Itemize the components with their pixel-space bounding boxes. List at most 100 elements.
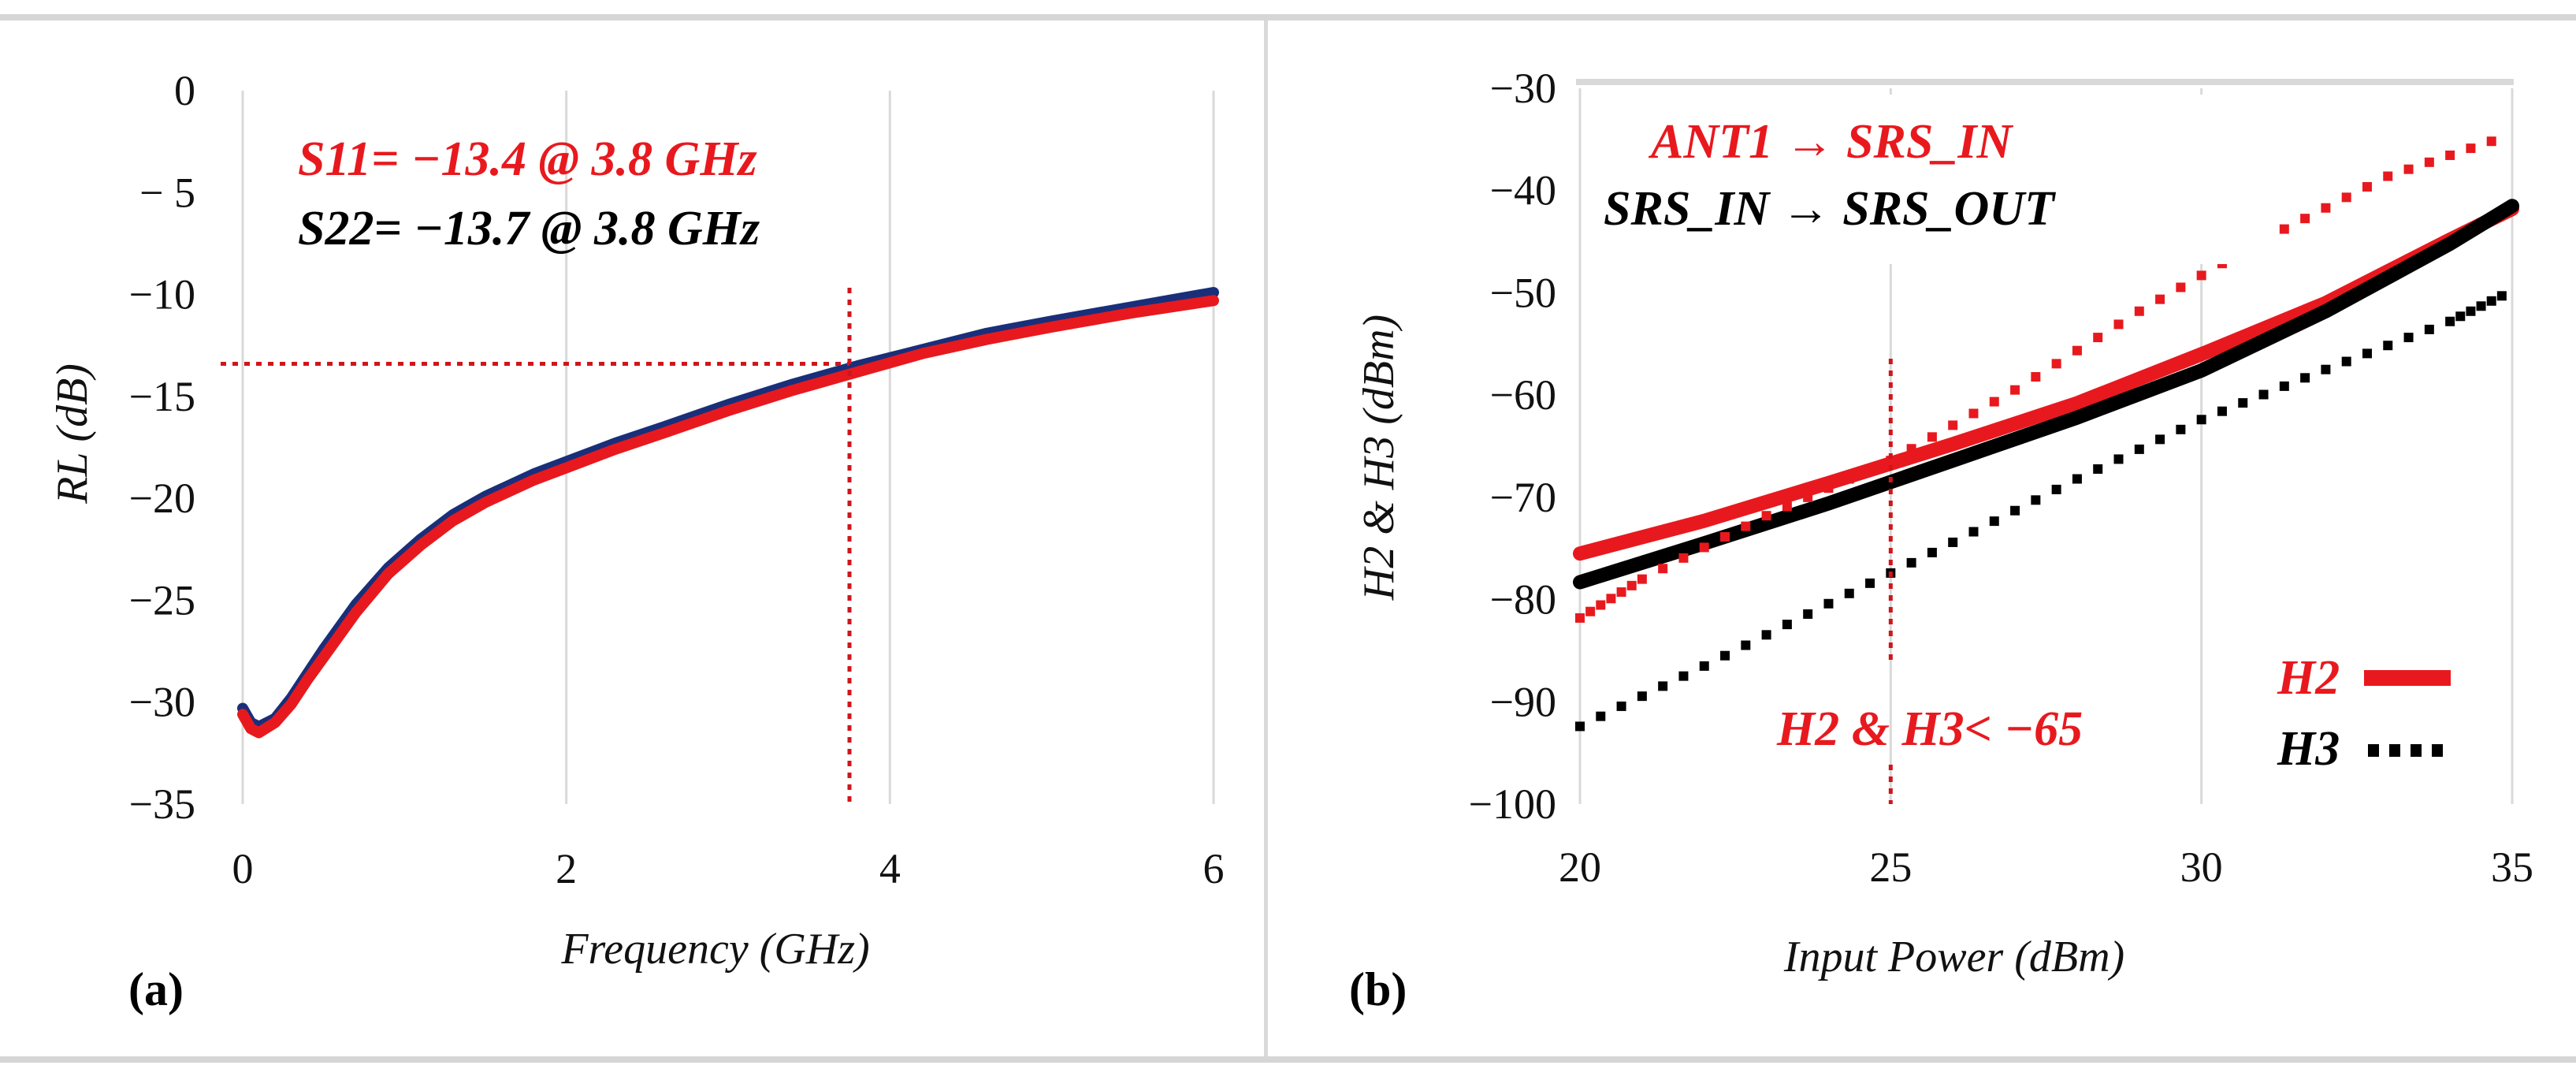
b-series-3-point	[2496, 291, 2507, 301]
a-series-0-line	[237, 287, 1219, 732]
b-series-3-point	[1782, 620, 1792, 630]
a-y-tick-label: − 5	[139, 169, 195, 216]
b-series-2-point	[1606, 594, 1616, 604]
b-series-3-point	[2155, 434, 2165, 445]
b-series-3-point	[2466, 306, 2476, 316]
a-y-tick-label: −35	[129, 780, 195, 828]
b-series-2-point	[2321, 203, 2331, 213]
b-series-2-point	[1844, 474, 1854, 484]
panel-a-ticks: 0 2 4 6 0 − 5 −10 −15 −20 −25 −30 −35	[129, 67, 1225, 892]
b-y-tick-label: −90	[1490, 678, 1556, 725]
b-series-3-point	[1741, 640, 1751, 650]
b-series-3-point	[2134, 444, 2144, 454]
b-series-2-point	[2196, 270, 2206, 281]
b-series-2-point	[2445, 150, 2455, 160]
b-series-3-point	[2217, 406, 2227, 416]
legend: H2 H3	[2277, 651, 2451, 776]
b-series-3-point	[1803, 609, 1813, 619]
b-series-3-point	[2051, 484, 2061, 494]
b-series-2-point	[2010, 385, 2020, 395]
b-series-3-point	[1575, 721, 1585, 732]
b-series-2-point	[2176, 282, 2186, 292]
panel-label-a: (a)	[128, 963, 184, 1015]
b-series-3-point	[2445, 316, 2455, 326]
b-x-tick-label: 20	[1559, 844, 1601, 891]
b-series-3-point	[1637, 691, 1647, 702]
b-series-3-point	[2424, 324, 2434, 334]
annotation-box	[1584, 95, 2269, 264]
b-series-2-point	[1585, 606, 1596, 616]
b-series-2-point	[1626, 580, 1637, 590]
b-series-3-point	[1658, 681, 1668, 691]
a-y-tick-label: −15	[129, 373, 195, 420]
panel-b-ticks: 20 25 30 35 −30 −40 −50 −60 −70 −80 −90 −100	[1469, 65, 2533, 891]
b-y-tick-label: −100	[1469, 780, 1556, 828]
b-series-2-point	[1720, 532, 1730, 542]
y-axis-title-b: H2 & H3 (dBm)	[1355, 315, 1403, 601]
b-series-3-point	[2279, 381, 2289, 391]
b-series-2-point	[2279, 224, 2289, 234]
b-series-3-point	[1927, 547, 1937, 557]
b-series-2-point	[1927, 432, 1937, 442]
b-series-2-point	[2155, 294, 2165, 304]
b-series-3-point	[1948, 537, 1958, 547]
panel-b-series	[1573, 136, 2519, 732]
b-series-2-point	[2383, 171, 2393, 181]
annotation-threshold: H2 & H3< −65	[1776, 702, 2083, 756]
b-series-3-point	[2486, 296, 2496, 306]
panel-a-series	[237, 287, 1219, 739]
panel-a-grid	[241, 91, 1215, 804]
b-series-3-point	[2238, 398, 2248, 408]
b-series-2-point	[2072, 345, 2082, 356]
b-series-2-point	[1637, 574, 1647, 584]
b-series-3-point	[1989, 516, 1999, 527]
b-series-2-point	[1678, 553, 1689, 563]
a-y-tick-label: −30	[129, 679, 195, 726]
b-series-2-point	[1616, 587, 1626, 598]
annotation-ant1: ANT1 → SRS_IN	[1648, 115, 2013, 169]
b-y-tick-label: −70	[1490, 474, 1556, 521]
b-series-2-point	[1658, 564, 1668, 574]
b-series-3-point	[1761, 630, 1771, 640]
b-series-3-point	[1865, 578, 1875, 588]
x-axis-title-a: Frequency (GHz)	[560, 925, 869, 974]
a-y-tick-label: −20	[129, 475, 195, 522]
panel-a-reference-lines	[221, 288, 852, 806]
b-series-2-point	[2093, 333, 2103, 343]
b-x-tick-label: 25	[1869, 844, 1912, 891]
b-series-3-point	[2321, 364, 2331, 374]
x-axis-title-b: Input Power (dBm)	[1783, 933, 2124, 981]
a-y-tick-label: 0	[174, 67, 195, 114]
b-series-2-point	[1596, 600, 1606, 610]
b-series-2-point	[2424, 157, 2434, 167]
panel-b-chart: 20 25 30 35 −30 −40 −50 −60 −70 −80 −90 −100 ANT1 →…	[1349, 65, 2533, 1015]
b-series-3-point	[1906, 557, 1916, 568]
b-series-2-point	[2300, 214, 2310, 224]
b-series-2-point	[1989, 397, 1999, 407]
b-series-2-point	[2362, 181, 2372, 192]
b-series-3-point	[2072, 474, 2082, 484]
b-series-3-point	[2010, 505, 2020, 516]
b-series-3-point	[1968, 527, 1979, 537]
b-series-2-point	[1886, 456, 1896, 466]
b-series-2-point	[1761, 511, 1771, 521]
a-x-tick-label: 6	[1203, 845, 1225, 892]
annotation-s11: S11= −13.4 @ 3.8 GHz	[298, 132, 757, 186]
panel-a-chart: 0 2 4 6 0 − 5 −10 −15 −20 −25 −30 −35 S11= −13.4 @ …	[48, 67, 1225, 1015]
b-series-2-point	[2113, 319, 2124, 330]
panel-divider	[1264, 20, 1268, 1056]
b-series-2-point	[2031, 372, 2041, 382]
b-series-3-point	[2455, 311, 2466, 322]
b-x-tick-label: 35	[2491, 844, 2533, 891]
b-series-2-point	[2486, 136, 2496, 147]
b-series-3-point	[2362, 348, 2372, 359]
b-y-tick-label: −80	[1490, 576, 1556, 624]
b-series-2-point	[1948, 420, 1958, 430]
b-series-3-point	[1678, 671, 1689, 681]
b-series-2-point	[1575, 613, 1585, 623]
b-series-2-point	[2051, 359, 2061, 369]
b-y-tick-label: −40	[1490, 167, 1556, 214]
b-series-2-point	[2466, 143, 2476, 154]
b-series-3-point	[1823, 598, 1834, 609]
a-x-tick-label: 0	[232, 845, 254, 892]
